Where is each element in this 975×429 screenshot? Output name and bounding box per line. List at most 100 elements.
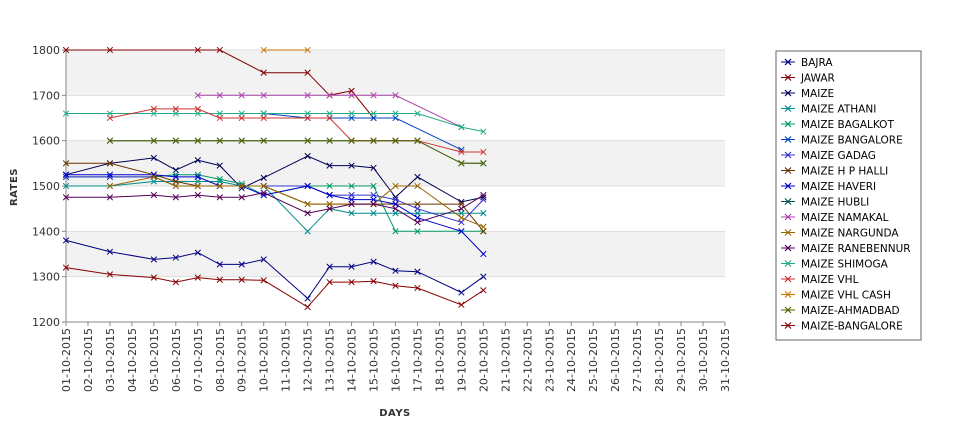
series-maize-ranebennur (62, 189, 487, 226)
data-point (414, 173, 421, 181)
data-point (238, 182, 245, 190)
data-point (348, 210, 355, 217)
data-point (370, 200, 377, 208)
series-group (62, 46, 487, 311)
data-point (392, 210, 399, 217)
legend-label: MAIZE HUBLI (801, 197, 869, 209)
x-tick-label: 20-10-2015 (477, 328, 490, 392)
data-point (458, 214, 465, 221)
data-point (370, 191, 377, 199)
legend-item: MAIZE NARGUNDA (781, 228, 899, 240)
data-point (414, 137, 421, 144)
x-tick-label: 01-10-2015 (60, 328, 73, 392)
data-point (238, 194, 245, 201)
data-point (392, 92, 399, 99)
x-tick-label: 23-10-2015 (543, 328, 556, 392)
legend-label: MAIZE SHIMOGA (801, 259, 889, 271)
data-point (260, 110, 267, 117)
data-point (326, 114, 333, 122)
legend-item: MAIZE H P HALLI (781, 166, 888, 178)
x-tick-label: 07-10-2015 (192, 328, 205, 392)
data-point (326, 278, 333, 286)
x-tick-label: 19-10-2015 (455, 328, 468, 392)
series-maize-ahmadbad (106, 137, 487, 167)
data-point (172, 278, 179, 286)
data-point (480, 223, 487, 230)
x-tick-label: 11-10-2015 (280, 328, 293, 392)
data-point (480, 191, 487, 199)
data-point (370, 164, 377, 172)
data-point (370, 182, 377, 190)
legend-label: MAIZE VHL CASH (801, 290, 891, 302)
data-point (260, 174, 267, 181)
series-maize-bangalore (62, 264, 487, 311)
data-point (304, 210, 311, 217)
data-point (458, 219, 465, 226)
data-point (106, 114, 114, 122)
x-tick-label: 12-10-2015 (302, 328, 315, 392)
legend-swatch-marker (784, 260, 792, 267)
x-tick-label: 02-10-2015 (82, 328, 95, 392)
data-point (480, 273, 487, 280)
data-point (304, 295, 311, 302)
data-point (326, 205, 333, 212)
data-point (304, 228, 311, 235)
x-tick-label: 17-10-2015 (411, 328, 424, 392)
data-point (348, 162, 355, 169)
series-line (65, 155, 484, 203)
data-point (62, 110, 70, 117)
legend-swatch-marker (784, 74, 792, 81)
data-point (348, 137, 355, 144)
plot-band (66, 276, 725, 322)
data-point (260, 46, 267, 54)
data-point (150, 110, 158, 117)
data-point (304, 152, 311, 160)
data-point (348, 278, 355, 286)
series-line (66, 174, 484, 255)
data-point (150, 274, 158, 281)
data-point (194, 137, 201, 144)
legend-swatch-marker (784, 151, 792, 159)
data-point (260, 256, 267, 263)
data-point (194, 191, 201, 199)
data-point (62, 46, 70, 54)
data-point (348, 200, 355, 208)
data-point (106, 248, 114, 255)
data-point (370, 114, 377, 122)
legend-swatch-marker (784, 105, 792, 112)
legend-label: MAIZE HAVERI (801, 181, 876, 193)
legend-swatch-marker (784, 167, 792, 174)
data-point (458, 210, 465, 217)
data-point (260, 182, 267, 190)
data-point (326, 191, 333, 199)
legend-item: MAIZE BAGALKOT (781, 119, 894, 131)
legend-label: MAIZE NARGUNDA (801, 228, 899, 240)
data-point (238, 92, 245, 99)
x-tick-label: 15-10-2015 (368, 328, 381, 392)
data-point (106, 110, 114, 117)
series-line (197, 94, 462, 128)
y-tick-label: 1200 (32, 316, 60, 329)
legend-item: MAIZE VHL CASH (781, 290, 891, 302)
x-tick-label: 31-10-2015 (719, 328, 732, 392)
data-point (106, 46, 114, 54)
x-tick-label: 28-10-2015 (653, 328, 666, 392)
legend-item: MAIZE (781, 88, 834, 100)
data-point (304, 69, 311, 76)
legend-swatch-marker (784, 291, 792, 298)
x-tick-label: 18-10-2015 (433, 328, 446, 392)
data-point (304, 182, 311, 190)
data-point (260, 189, 267, 196)
data-point (348, 263, 355, 270)
data-point (326, 92, 333, 99)
y-tick-label: 1600 (32, 135, 60, 148)
data-point (238, 261, 245, 268)
series-bajra (62, 237, 487, 302)
legend-swatch-marker (784, 306, 792, 314)
data-point (348, 191, 355, 199)
data-point (172, 137, 179, 144)
legend-label: MAIZE VHL (801, 274, 859, 286)
data-point (216, 110, 223, 117)
data-point (150, 178, 158, 185)
y-tick-labels: 1200 1300 1400 1500 1600 1700 1800 (32, 44, 66, 329)
